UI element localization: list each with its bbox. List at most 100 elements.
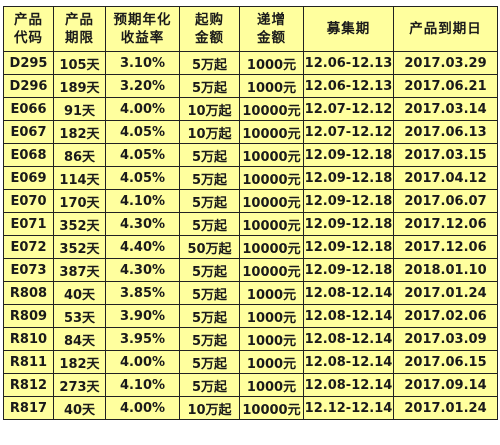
yield-cell: 3.10% (105, 51, 180, 75)
product-code-cell: E067 (3, 120, 54, 144)
maturity-date-cell: 2017.03.15 (393, 143, 498, 167)
subscription-period-cell: 12.09-12.18 (303, 189, 394, 213)
yield-cell: 4.30% (105, 258, 180, 282)
table-row: E068 86天 4.05% 5万起 10000元 12.09-12.18 2017.03.… (3, 143, 498, 167)
min-purchase-cell: 5万起 (179, 304, 240, 328)
column-header: 递增 金额 (239, 6, 304, 52)
min-purchase-cell: 10万起 (179, 97, 240, 121)
yield-cell: 4.00% (105, 350, 180, 374)
maturity-date-cell: 2017.01.24 (393, 281, 498, 305)
table-row: E072 352天 4.40% 50万起 10000元 12.09-12.18 2017.1… (3, 235, 498, 259)
subscription-period-cell: 12.07-12.12 (303, 97, 394, 121)
maturity-date-cell: 2018.01.10 (393, 258, 498, 282)
increment-cell: 10000元 (239, 189, 304, 213)
min-purchase-cell: 10万起 (179, 120, 240, 144)
maturity-date-cell: 2017.01.24 (393, 396, 498, 420)
product-code-cell: D295 (3, 51, 54, 75)
column-header: 产品到期日 (393, 6, 498, 52)
subscription-period-cell: 12.08-12.14 (303, 304, 394, 328)
table-row: E069 114天 4.05% 5万起 10000元 12.09-12.18 2017.04… (3, 166, 498, 190)
increment-cell: 1000元 (239, 74, 304, 98)
term-cell: 273天 (53, 373, 106, 397)
increment-cell: 1000元 (239, 373, 304, 397)
term-cell: 387天 (53, 258, 106, 282)
yield-cell: 4.10% (105, 189, 180, 213)
increment-cell: 1000元 (239, 350, 304, 374)
increment-cell: 10000元 (239, 120, 304, 144)
header-row: 产品 代码 产品 期限 预期年化 收益率 起购 金额 递增 金额 募集期 产品到期日 (3, 6, 498, 52)
table-row: R810 84天 3.95% 5万起 1000元 12.08-12.14 2017.03.0… (3, 327, 498, 351)
subscription-period-cell: 12.08-12.14 (303, 327, 394, 351)
maturity-date-cell: 2017.09.14 (393, 373, 498, 397)
column-header: 起购 金额 (179, 6, 240, 52)
yield-cell: 4.00% (105, 97, 180, 121)
min-purchase-cell: 5万起 (179, 212, 240, 236)
term-cell: 352天 (53, 235, 106, 259)
product-table: 产品 代码 产品 期限 预期年化 收益率 起购 金额 递增 金额 募集期 产品到期日 D295 105天… (3, 6, 498, 420)
maturity-date-cell: 2017.06.15 (393, 350, 498, 374)
subscription-period-cell: 12.09-12.18 (303, 258, 394, 282)
product-code-cell: R809 (3, 304, 54, 328)
term-cell: 40天 (53, 396, 106, 420)
table-row: D295 105天 3.10% 5万起 1000元 12.06-12.13 2017.03.… (3, 51, 498, 75)
table-row: R809 53天 3.90% 5万起 1000元 12.08-12.14 2017.02.0… (3, 304, 498, 328)
product-code-cell: E069 (3, 166, 54, 190)
increment-cell: 1000元 (239, 327, 304, 351)
min-purchase-cell: 5万起 (179, 327, 240, 351)
term-cell: 53天 (53, 304, 106, 328)
column-header-line: 产品 (14, 12, 43, 28)
min-purchase-cell: 5万起 (179, 281, 240, 305)
product-code-cell: E070 (3, 189, 54, 213)
column-header: 募集期 (303, 6, 394, 52)
min-purchase-cell: 10万起 (179, 396, 240, 420)
increment-cell: 10000元 (239, 97, 304, 121)
subscription-period-cell: 12.09-12.18 (303, 166, 394, 190)
subscription-period-cell: 12.06-12.13 (303, 74, 394, 98)
column-header-line: 金额 (195, 30, 224, 46)
subscription-period-cell: 12.08-12.14 (303, 350, 394, 374)
min-purchase-cell: 5万起 (179, 51, 240, 75)
term-cell: 170天 (53, 189, 106, 213)
maturity-date-cell: 2017.12.06 (393, 235, 498, 259)
increment-cell: 1000元 (239, 51, 304, 75)
increment-cell: 1000元 (239, 281, 304, 305)
term-cell: 352天 (53, 212, 106, 236)
maturity-date-cell: 2017.03.14 (393, 97, 498, 121)
column-header-line: 预期年化 (113, 12, 172, 28)
yield-cell: 3.90% (105, 304, 180, 328)
subscription-period-cell: 12.08-12.14 (303, 281, 394, 305)
table-row: R812 273天 4.10% 5万起 1000元 12.08-12.14 2017.09.… (3, 373, 498, 397)
table-row: E067 182天 4.05% 10万起 10000元 12.07-12.12 2017.0… (3, 120, 498, 144)
term-cell: 182天 (53, 350, 106, 374)
subscription-period-cell: 12.06-12.13 (303, 51, 394, 75)
term-cell: 105天 (53, 51, 106, 75)
table-row: R808 40天 3.85% 5万起 1000元 12.08-12.14 2017.01.2… (3, 281, 498, 305)
column-header-line: 募集期 (326, 21, 371, 37)
table-row: E071 352天 4.30% 5万起 10000元 12.09-12.18 2017.12… (3, 212, 498, 236)
increment-cell: 10000元 (239, 143, 304, 167)
maturity-date-cell: 2017.06.21 (393, 74, 498, 98)
increment-cell: 1000元 (239, 304, 304, 328)
product-code-cell: R808 (3, 281, 54, 305)
maturity-date-cell: 2017.03.09 (393, 327, 498, 351)
product-code-cell: R817 (3, 396, 54, 420)
maturity-date-cell: 2017.12.06 (393, 212, 498, 236)
yield-cell: 3.20% (105, 74, 180, 98)
table-row: E073 387天 4.30% 5万起 10000元 12.09-12.18 2018.01… (3, 258, 498, 282)
yield-cell: 4.10% (105, 373, 180, 397)
column-header: 预期年化 收益率 (105, 6, 180, 52)
table-body: D295 105天 3.10% 5万起 1000元 12.06-12.13 2017.03.… (3, 51, 498, 420)
min-purchase-cell: 5万起 (179, 373, 240, 397)
increment-cell: 10000元 (239, 396, 304, 420)
table-row: E066 91天 4.00% 10万起 10000元 12.07-12.12 2017.03… (3, 97, 498, 121)
term-cell: 182天 (53, 120, 106, 144)
increment-cell: 10000元 (239, 166, 304, 190)
table-row: R811 182天 4.00% 5万起 1000元 12.08-12.14 2017.06.… (3, 350, 498, 374)
product-code-cell: E072 (3, 235, 54, 259)
table-row: R817 40天 4.00% 10万起 10000元 12.12-12.14 2017.01… (3, 396, 498, 420)
min-purchase-cell: 5万起 (179, 258, 240, 282)
yield-cell: 4.05% (105, 120, 180, 144)
table-row: E070 170天 4.10% 5万起 10000元 12.09-12.18 2017.06… (3, 189, 498, 213)
column-header-line: 起购 (195, 12, 224, 28)
